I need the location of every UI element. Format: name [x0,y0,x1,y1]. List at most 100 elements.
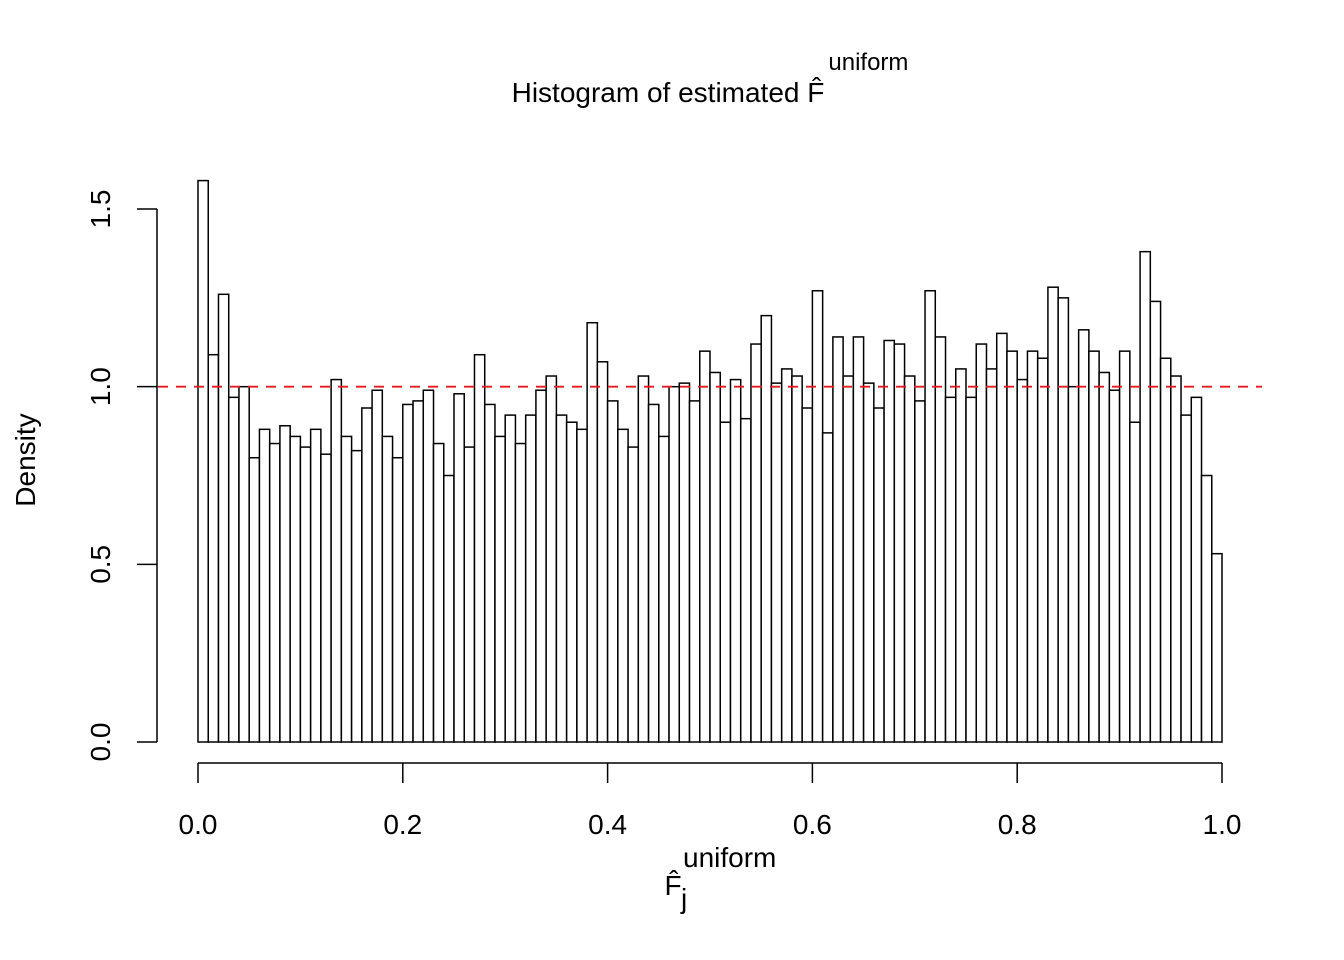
bar [1006,350,1018,743]
bar [463,446,476,743]
bar [299,446,312,743]
bar [279,425,291,743]
bar [473,353,486,743]
bar [1139,250,1152,743]
y-axis-label: Density [10,413,41,506]
bar [320,453,332,743]
bar [289,435,302,743]
bar [780,368,793,743]
bar [627,446,640,743]
bar [596,361,609,743]
bar [391,456,404,743]
bar [1077,329,1090,743]
bar [842,375,855,743]
bar [227,396,240,743]
bar [1098,371,1111,743]
bar [924,289,937,743]
bar [975,343,988,743]
bar [729,378,742,743]
bar [381,435,394,743]
bar [1047,286,1059,743]
bar [238,385,250,743]
bar [944,396,957,743]
bar [453,393,465,743]
x-tick-label: 0.8 [998,809,1037,840]
y-tick-label: 0.0 [85,723,116,762]
bar [1067,385,1080,743]
bar [801,407,814,743]
bar [995,332,1008,743]
bar [739,417,752,743]
bar [565,421,578,743]
bar [893,343,906,743]
bar [1036,357,1049,743]
bar [770,382,783,743]
x-axis-label: F̂ [664,870,681,901]
bar [791,375,803,743]
x-tick-label: 0.2 [383,809,422,840]
title-text: Histogram of estimated F̂ [512,77,825,108]
bar [832,336,844,743]
bar [545,375,558,743]
bar [514,442,527,743]
bar [371,389,384,743]
bar [524,414,537,743]
y-tick-label: 1.0 [85,367,116,406]
bar [862,382,875,743]
bar [811,289,824,743]
bar [873,407,885,743]
bar [1088,350,1100,743]
bar [197,179,209,743]
bar [668,385,681,743]
x-tick-label: 1.0 [1203,809,1242,840]
bar [688,400,701,743]
bar [422,389,435,743]
bar [1129,421,1141,743]
bar [955,368,967,743]
bar [678,382,691,743]
bar [1211,552,1223,743]
bar [709,371,721,743]
bar [1149,300,1162,743]
bar [443,474,455,743]
bar [1118,350,1131,743]
bar [617,428,629,743]
title-superscript: uniform [828,49,908,76]
bar [258,428,271,743]
bar [207,353,220,743]
bar [699,350,711,743]
bar [985,368,998,743]
bar [821,432,834,743]
bar [309,428,322,743]
bar [555,414,568,743]
bar [883,339,896,743]
bar [412,400,425,743]
bar [402,403,414,743]
bar [504,414,517,743]
bar [340,435,353,743]
bar [586,321,599,743]
bar [535,389,547,743]
bar [1200,474,1213,743]
bar [1026,350,1039,743]
bar [432,442,445,743]
bar [760,314,773,743]
bar [903,375,916,743]
x-axis-superscript: uniform [683,842,776,873]
bar [1057,297,1070,743]
bar [217,293,230,743]
x-tick-label: 0.6 [793,809,832,840]
bar [647,403,660,743]
bar [914,400,926,743]
bar [606,400,619,743]
x-tick-label: 0.4 [588,809,627,840]
bar [576,428,588,743]
bar [637,375,650,743]
bar [934,336,947,743]
bar [483,403,496,743]
bar [268,442,281,743]
bar [965,396,977,743]
bar [350,449,363,743]
bar [658,435,670,743]
